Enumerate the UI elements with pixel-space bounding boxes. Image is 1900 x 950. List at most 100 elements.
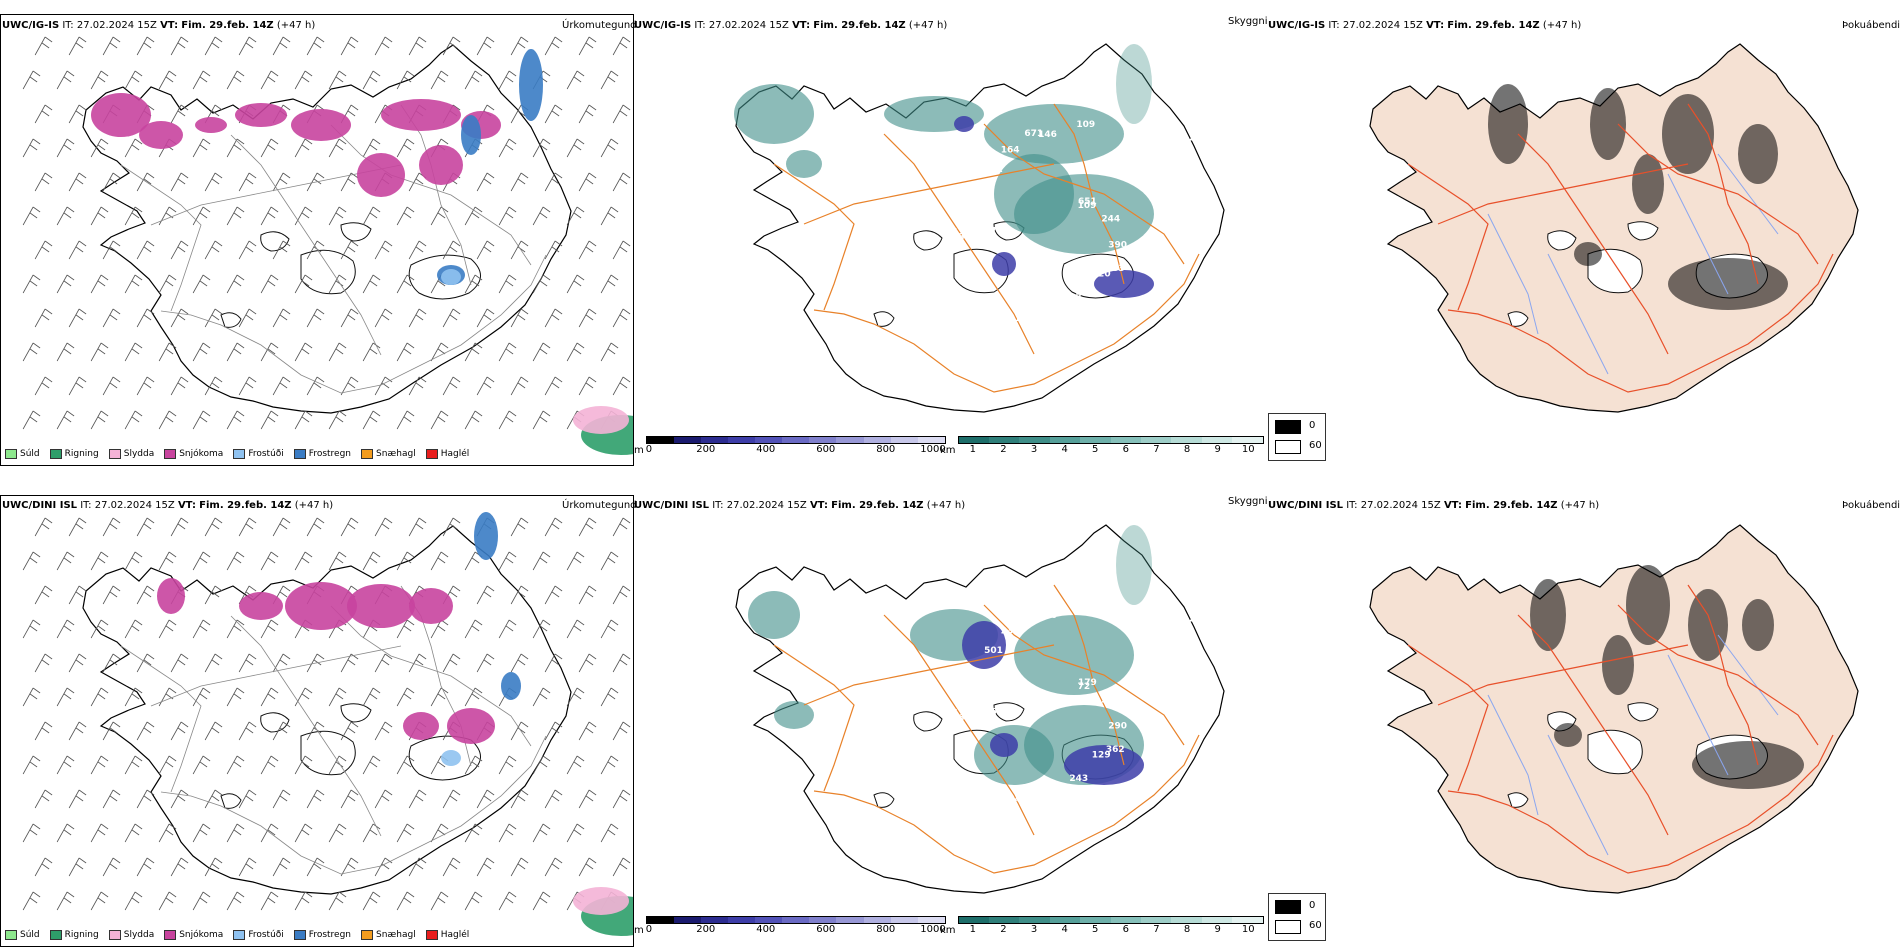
wind-barb <box>498 619 517 639</box>
wind-barb <box>68 517 87 537</box>
cloud-base-label: 240 <box>1101 696 1120 706</box>
cloud-base-label: 120 <box>1092 269 1111 279</box>
it-label: IT: <box>712 500 724 511</box>
wind-barb <box>170 104 189 124</box>
snow-area <box>419 145 463 185</box>
wind-barb <box>124 823 143 843</box>
model-name: UWC/IG-IS <box>1268 20 1326 31</box>
legend-label: Haglél <box>440 930 470 940</box>
fog-panel-top <box>1268 14 1900 464</box>
colorbar-cell <box>1232 917 1263 923</box>
wind-barb <box>294 274 313 294</box>
wind-barb <box>158 551 177 571</box>
colorbar-tick: 3 <box>1030 924 1038 935</box>
wind-barb <box>90 755 109 775</box>
freezing-rain-area <box>501 672 521 700</box>
wind-barb <box>340 308 359 328</box>
fog-index-area <box>1626 565 1670 645</box>
legend-label: Rigning <box>64 930 99 940</box>
it-value: 27.02.2024 15Z <box>726 500 807 511</box>
glacier-outline <box>340 703 372 723</box>
wind-barb <box>442 653 461 673</box>
river-line <box>1487 213 1539 335</box>
wind-barb <box>464 823 483 843</box>
road-line <box>1407 163 1489 311</box>
wind-barb <box>294 687 313 707</box>
low-ceiling-area <box>954 116 974 132</box>
wind-barb <box>510 789 529 809</box>
wind-barb <box>136 308 155 328</box>
wind-barb <box>124 619 143 639</box>
road-line <box>120 164 202 312</box>
wind-barb <box>158 687 177 707</box>
legend-label: Snjókoma <box>179 930 224 940</box>
cloud-base-label: 129 <box>1092 750 1111 760</box>
wind-barb <box>362 138 381 158</box>
ceiling-colorbar-top: m 0 200 400 600 800 1000 <box>634 436 946 456</box>
it-label: IT: <box>1328 20 1340 31</box>
snow-area <box>403 712 439 740</box>
wind-barb <box>328 410 347 430</box>
visibility-ticks: 1 2 3 4 5 6 7 8 9 10 <box>958 924 1264 936</box>
wind-barb <box>272 721 291 741</box>
legend-label: Frostregn <box>308 449 352 459</box>
panel-header-precip-top: UWC/IG-IS IT: 27.02.2024 15Z VT: Fim. 29… <box>2 20 315 31</box>
low-visibility-area <box>984 104 1124 164</box>
cloud-map-top: 651 308 671 583 440 216 161 442 244 409 109 37 293 40… <box>734 43 1263 413</box>
colorbar-cell <box>673 917 701 923</box>
wind-barb <box>22 206 41 226</box>
fog-scale-box-bottom: 0 60 <box>1268 893 1326 941</box>
colorbar-cell <box>890 917 918 923</box>
wind-barb <box>22 551 41 571</box>
wind-barb <box>396 410 415 430</box>
wind-barb <box>510 653 529 673</box>
legend-swatch <box>361 449 374 459</box>
wind-barb <box>374 308 393 328</box>
wind-barb <box>136 789 155 809</box>
wind-barb <box>294 342 313 362</box>
colorbar-cell <box>1140 437 1172 443</box>
road-line <box>1517 133 1669 355</box>
legend-item: Frostregn <box>293 449 352 459</box>
wind-barb <box>566 206 585 226</box>
wind-barb <box>498 551 517 571</box>
wind-barb <box>362 687 381 707</box>
wind-barb <box>294 891 313 911</box>
wind-barb <box>102 789 121 809</box>
wind-barb <box>476 376 495 396</box>
wind-barb <box>566 551 585 571</box>
cloud-base-label: 362 <box>1106 745 1125 755</box>
wind-barb <box>566 70 585 90</box>
wind-barb <box>294 551 313 571</box>
wind-barb <box>158 342 177 362</box>
road-line <box>120 645 202 793</box>
low-visibility-area <box>774 701 814 729</box>
wind-barb <box>272 172 291 192</box>
wind-barb <box>124 891 143 911</box>
snow-area <box>239 592 283 620</box>
visibility-cells <box>957 916 1264 924</box>
wind-barb <box>464 891 483 911</box>
wind-barb <box>158 206 177 226</box>
wind-barb <box>68 240 87 260</box>
colorbar-tick: 600 <box>816 924 836 935</box>
wind-barb <box>612 653 631 673</box>
wind-barb <box>260 206 279 226</box>
wind-barb <box>476 585 495 605</box>
wind-barb <box>226 138 245 158</box>
wind-barb <box>192 342 211 362</box>
wind-barb <box>612 36 631 56</box>
colorbar-tick: 1000 <box>920 444 946 455</box>
freezing-rain-area <box>474 512 498 560</box>
wind-barb <box>34 857 53 877</box>
colorbar-cell <box>863 917 891 923</box>
colorbar-tick: 400 <box>756 444 776 455</box>
colorbar-cell <box>1019 917 1050 923</box>
it-label: IT: <box>694 20 706 31</box>
wind-barb <box>396 342 415 362</box>
wind-barb <box>578 104 597 124</box>
colorbar-cell <box>1232 437 1263 443</box>
fog-index-area <box>1590 88 1626 160</box>
cloud-base-label: 501 <box>984 646 1003 656</box>
wind-barb <box>396 551 415 571</box>
